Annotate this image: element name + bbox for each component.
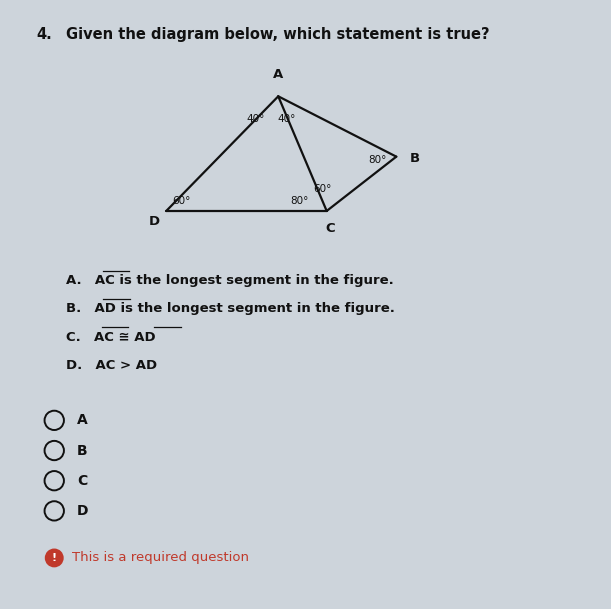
Text: D. AC > AD: D. AC > AD — [67, 359, 158, 372]
Text: 4.: 4. — [36, 27, 52, 42]
Text: A.: A. — [67, 274, 95, 287]
Text: A. AC is the longest segment in the figure.: A. AC is the longest segment in the figu… — [67, 274, 394, 287]
Text: 60°: 60° — [313, 184, 332, 194]
Circle shape — [46, 549, 63, 566]
Text: B: B — [77, 443, 88, 457]
Text: A: A — [77, 414, 88, 428]
Text: C: C — [325, 222, 335, 236]
Text: C: C — [77, 474, 87, 488]
Text: B.: B. — [67, 302, 95, 315]
Text: C. AC ≅ AD: C. AC ≅ AD — [67, 331, 156, 343]
Text: 40°: 40° — [277, 114, 295, 124]
Text: D: D — [148, 215, 159, 228]
Text: A: A — [273, 68, 284, 81]
Text: B. AD is the longest segment in the figure.: B. AD is the longest segment in the figu… — [67, 302, 395, 315]
Text: !: ! — [52, 553, 57, 563]
Text: A. AC: A. AC — [67, 274, 115, 287]
Text: C. AC ≅: C. AC ≅ — [67, 331, 134, 343]
Text: D: D — [77, 504, 89, 518]
Text: C. AC: C. AC — [67, 331, 114, 343]
Text: 80°: 80° — [368, 155, 386, 164]
Text: Given the diagram below, which statement is true?: Given the diagram below, which statement… — [67, 27, 490, 42]
Text: 40°: 40° — [247, 114, 265, 124]
Text: C.: C. — [67, 331, 94, 343]
Text: B: B — [409, 152, 420, 165]
Text: This is a required question: This is a required question — [73, 551, 249, 565]
Text: 60°: 60° — [172, 195, 191, 206]
Text: 80°: 80° — [290, 195, 309, 206]
Text: C. AC ≅ AD: C. AC ≅ AD — [67, 331, 156, 343]
Text: B. AD: B. AD — [67, 302, 116, 315]
